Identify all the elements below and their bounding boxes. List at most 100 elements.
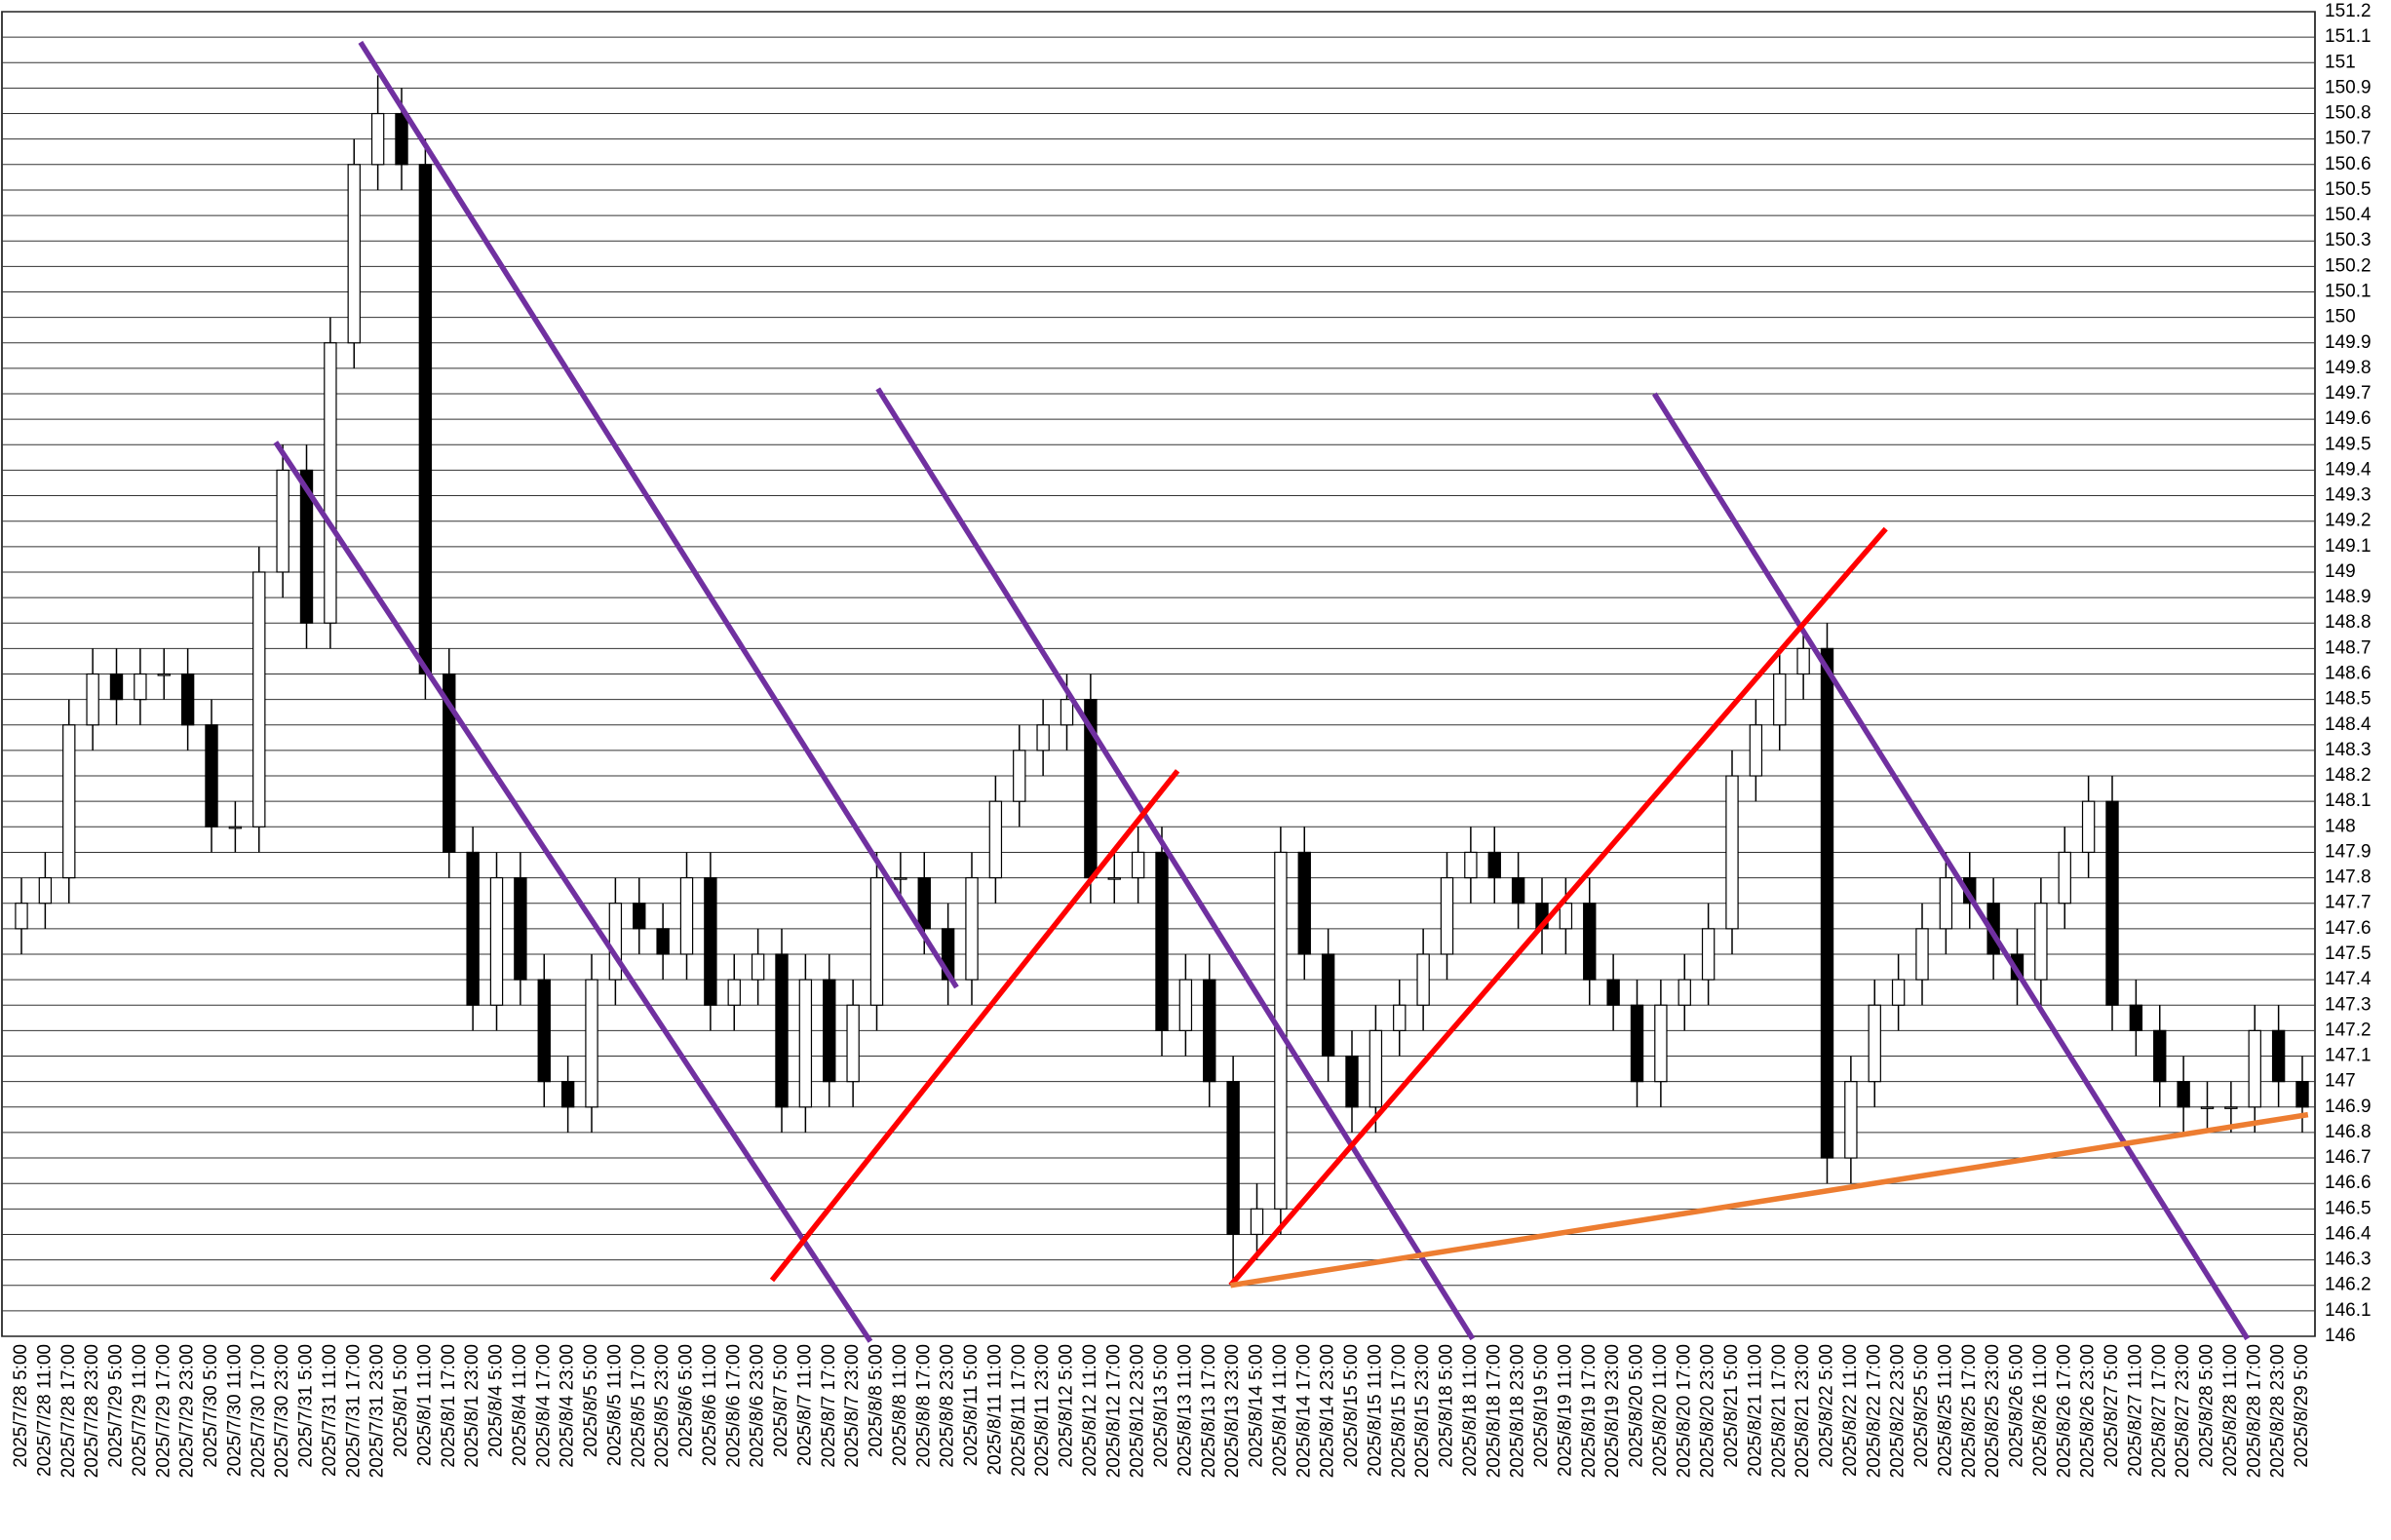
- candle-body: [775, 953, 789, 1108]
- candle-body: [608, 903, 623, 981]
- x-tick-label: 2025/8/19 5:00: [1531, 1344, 1552, 1468]
- y-tick-label: 146.6: [2325, 1173, 2372, 1193]
- y-tick-label: 149.6: [2325, 408, 2372, 429]
- candle-body: [2200, 1106, 2215, 1109]
- x-tick-label: 2025/7/28 5:00: [11, 1344, 31, 1468]
- x-tick-label: 2025/8/27 17:00: [2149, 1344, 2170, 1478]
- y-tick-label: 150.2: [2325, 255, 2372, 276]
- candle-body: [370, 112, 385, 166]
- x-tick-label: 2025/8/18 5:00: [1437, 1344, 1457, 1468]
- x-tick-label: 2025/8/4 23:00: [558, 1344, 578, 1468]
- candle-body: [988, 800, 1003, 879]
- x-tick-label: 2025/8/22 5:00: [1817, 1344, 1837, 1468]
- candle-body: [1416, 953, 1430, 1006]
- x-tick-label: 2025/8/15 17:00: [1389, 1344, 1409, 1478]
- x-tick-label: 2025/8/20 17:00: [1674, 1344, 1694, 1478]
- y-tick-label: 148.5: [2325, 689, 2372, 710]
- y-tick-label: 150.7: [2325, 129, 2372, 149]
- x-tick-label: 2025/8/11 11:00: [984, 1344, 1005, 1476]
- x-tick-label: 2025/8/22 17:00: [1864, 1344, 1884, 1478]
- candle-body: [585, 979, 598, 1108]
- candle-body: [276, 469, 289, 573]
- candle-body: [1345, 1055, 1359, 1108]
- y-tick-label: 147.4: [2325, 969, 2372, 989]
- x-tick-label: 2025/8/12 5:00: [1057, 1344, 1077, 1468]
- y-tick-label: 147.8: [2325, 867, 2372, 888]
- x-tick-label: 2025/7/31 17:00: [343, 1344, 364, 1478]
- x-tick-label: 2025/8/19 11:00: [1555, 1344, 1575, 1477]
- candle-body: [727, 979, 741, 1006]
- candle-body: [418, 164, 433, 675]
- x-tick-label: 2025/8/4 17:00: [533, 1344, 554, 1468]
- x-tick-label: 2025/8/18 17:00: [1484, 1344, 1504, 1478]
- x-tick-label: 2025/8/6 23:00: [748, 1344, 768, 1468]
- y-tick-label: 147.5: [2325, 943, 2372, 964]
- y-tick-label: 146.2: [2325, 1275, 2372, 1295]
- candle-body: [1559, 903, 1573, 930]
- candle-body: [2034, 903, 2048, 981]
- candle-body: [86, 673, 99, 726]
- x-tick-label: 2025/7/28 23:00: [82, 1344, 102, 1478]
- candle-body: [180, 673, 195, 726]
- x-tick-label: 2025/8/20 23:00: [1698, 1344, 1718, 1478]
- trend-line: [1228, 526, 1888, 1288]
- x-tick-label: 2025/8/25 17:00: [1959, 1344, 1980, 1478]
- candle-body: [1773, 673, 1787, 726]
- candle-body: [798, 979, 813, 1108]
- x-tick-label: 2025/7/30 11:00: [224, 1344, 245, 1477]
- candle-body: [965, 876, 979, 981]
- candle-body: [228, 826, 243, 829]
- x-tick-label: 2025/8/12 17:00: [1103, 1344, 1124, 1478]
- trend-line: [1230, 1111, 2309, 1289]
- candle-body: [1155, 851, 1169, 1031]
- x-tick-label: 2025/8/28 5:00: [2197, 1344, 2217, 1468]
- x-tick-label: 2025/8/27 11:00: [2125, 1344, 2145, 1477]
- y-tick-label: 146.5: [2325, 1198, 2372, 1218]
- x-tick-label: 2025/8/19 23:00: [1602, 1344, 1623, 1478]
- y-tick-label: 150: [2325, 307, 2356, 327]
- x-tick-label: 2025/8/12 23:00: [1128, 1344, 1148, 1478]
- candle-body: [679, 876, 694, 955]
- x-tick-label: 2025/8/1 17:00: [439, 1344, 459, 1468]
- x-tick-label: 2025/7/29 11:00: [130, 1344, 150, 1477]
- candle-body: [1036, 724, 1050, 751]
- candle-body: [157, 673, 171, 676]
- candle-body: [205, 724, 218, 828]
- y-tick-label: 147.7: [2325, 893, 2372, 913]
- x-tick-label: 2025/8/25 5:00: [1911, 1344, 1932, 1468]
- candle-body: [1440, 876, 1454, 955]
- x-tick-label: 2025/7/28 17:00: [58, 1344, 79, 1478]
- trend-line: [875, 387, 1476, 1341]
- candle-body: [1464, 851, 1478, 879]
- candle-body: [1013, 750, 1026, 802]
- x-tick-label: 2025/8/21 5:00: [1721, 1344, 1742, 1468]
- y-tick-label: 147.3: [2325, 994, 2372, 1015]
- candle-body: [1891, 979, 1906, 1006]
- x-tick-label: 2025/8/14 17:00: [1293, 1344, 1314, 1478]
- x-tick-label: 2025/8/25 11:00: [1935, 1344, 1955, 1477]
- y-tick-label: 151: [2325, 52, 2356, 72]
- trend-line: [358, 40, 959, 989]
- candle-body: [560, 1081, 575, 1108]
- y-tick-label: 147.9: [2325, 841, 2372, 862]
- x-tick-label: 2025/8/28 17:00: [2244, 1344, 2264, 1478]
- x-tick-label: 2025/8/14 11:00: [1270, 1344, 1291, 1477]
- candle-body: [823, 979, 836, 1083]
- x-tick-label: 2025/8/1 5:00: [391, 1344, 411, 1457]
- x-tick-label: 2025/8/8 23:00: [938, 1344, 958, 1468]
- y-tick-label: 148: [2325, 816, 2356, 836]
- candle-body: [1844, 1081, 1858, 1159]
- candle-body: [1297, 851, 1311, 955]
- candle-body: [1868, 1004, 1881, 1083]
- candle-body: [656, 928, 670, 955]
- x-tick-label: 2025/8/1 23:00: [462, 1344, 482, 1468]
- candle-body: [1583, 903, 1597, 981]
- y-tick-label: 149.5: [2325, 434, 2372, 454]
- x-tick-label: 2025/8/13 11:00: [1175, 1344, 1195, 1477]
- x-tick-label: 2025/8/21 17:00: [1769, 1344, 1790, 1478]
- x-tick-label: 2025/8/18 11:00: [1460, 1344, 1481, 1477]
- x-tick-label: 2025/8/11 5:00: [961, 1344, 982, 1466]
- y-tick-label: 149.1: [2325, 536, 2372, 557]
- x-tick-label: 2025/7/30 17:00: [249, 1344, 269, 1478]
